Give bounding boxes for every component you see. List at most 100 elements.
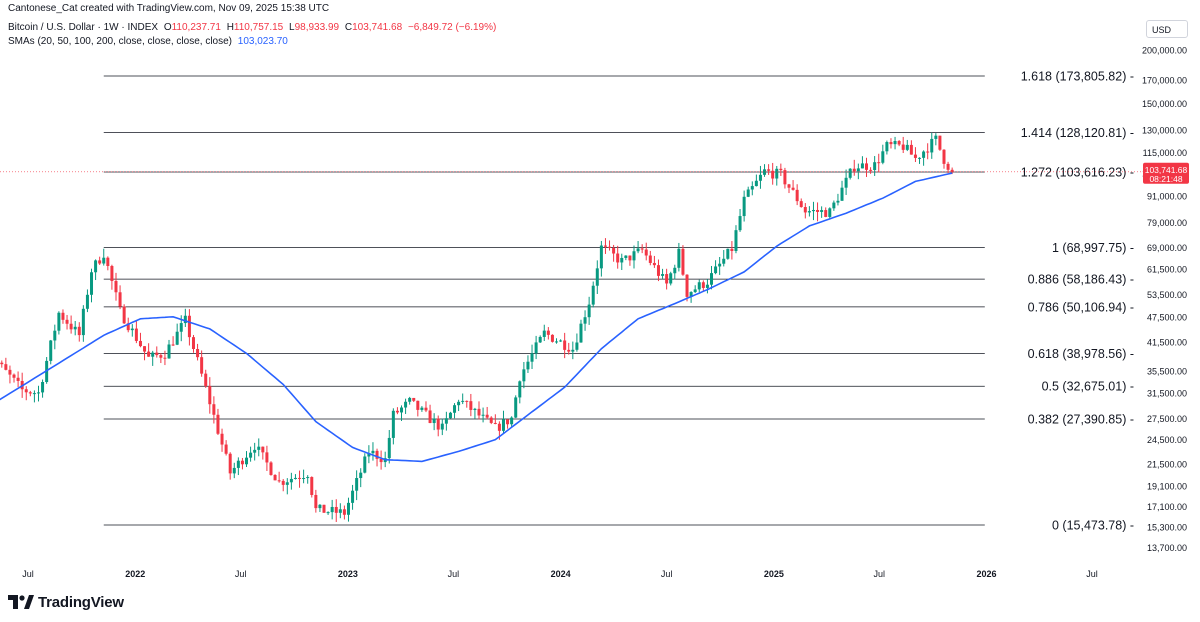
candle[interactable] (559, 339, 563, 342)
candle[interactable] (420, 406, 424, 412)
candle[interactable] (608, 240, 612, 251)
candle[interactable] (550, 334, 554, 343)
candle[interactable] (840, 180, 844, 201)
candle[interactable] (12, 373, 16, 383)
candle[interactable] (416, 400, 420, 417)
candle[interactable] (616, 245, 620, 269)
candle[interactable] (820, 206, 824, 218)
candle[interactable] (583, 310, 587, 331)
candle[interactable] (567, 342, 571, 355)
candle[interactable] (302, 469, 306, 484)
candle[interactable] (220, 428, 224, 452)
candle[interactable] (216, 408, 220, 436)
candle[interactable] (81, 305, 85, 342)
candle[interactable] (869, 167, 873, 174)
candle[interactable] (661, 268, 665, 279)
candle[interactable] (771, 162, 775, 185)
candle[interactable] (485, 406, 489, 420)
candle[interactable] (742, 190, 746, 222)
candle[interactable] (306, 475, 310, 484)
candle[interactable] (522, 361, 526, 389)
candle[interactable] (599, 240, 603, 277)
candle[interactable] (85, 289, 89, 313)
candle[interactable] (461, 393, 465, 405)
candle[interactable] (338, 503, 342, 519)
candle[interactable] (130, 324, 134, 337)
candle[interactable] (836, 193, 840, 206)
candle[interactable] (49, 339, 53, 365)
candle[interactable] (273, 474, 277, 481)
candle[interactable] (257, 438, 261, 457)
candle[interactable] (453, 403, 457, 419)
candle[interactable] (673, 264, 677, 280)
candle[interactable] (240, 457, 244, 470)
candle[interactable] (0, 360, 4, 368)
candle[interactable] (481, 407, 485, 423)
candle[interactable] (946, 161, 950, 174)
candle[interactable] (824, 207, 828, 218)
candle[interactable] (542, 324, 546, 342)
candle[interactable] (644, 242, 648, 261)
sma-legend[interactable]: SMAs (20, 50, 100, 200, close, close, cl… (8, 36, 288, 47)
candle[interactable] (436, 415, 440, 437)
candle[interactable] (632, 245, 636, 269)
candle[interactable] (318, 504, 322, 512)
candle[interactable] (440, 418, 444, 436)
candle[interactable] (930, 132, 934, 159)
candle[interactable] (628, 255, 632, 266)
candle[interactable] (355, 470, 359, 501)
candle[interactable] (334, 499, 338, 522)
candle[interactable] (187, 309, 191, 346)
candle[interactable] (763, 164, 767, 177)
candle[interactable] (779, 163, 783, 176)
symbol-legend[interactable]: Bitcoin / U.S. Dollar · 1W · INDEX O110,… (8, 22, 496, 33)
candle[interactable] (138, 332, 142, 348)
candle[interactable] (701, 280, 705, 293)
candle[interactable] (693, 285, 697, 293)
candle[interactable] (489, 416, 493, 425)
candle[interactable] (669, 271, 673, 286)
candle[interactable] (208, 377, 212, 414)
candle[interactable] (375, 448, 379, 467)
candle[interactable] (118, 285, 122, 310)
candle[interactable] (379, 450, 383, 470)
candle[interactable] (775, 165, 779, 186)
candle[interactable] (69, 315, 73, 334)
candle[interactable] (73, 321, 77, 336)
candle[interactable] (387, 430, 391, 464)
brand[interactable]: TradingView (8, 591, 124, 613)
candle[interactable] (677, 242, 681, 272)
candle[interactable] (575, 333, 579, 352)
candle[interactable] (832, 200, 836, 211)
candle[interactable] (750, 181, 754, 196)
candle[interactable] (249, 446, 253, 462)
candle[interactable] (518, 380, 522, 404)
candle[interactable] (444, 411, 448, 431)
candle[interactable] (922, 150, 926, 166)
candle[interactable] (432, 413, 436, 431)
candle[interactable] (212, 396, 216, 424)
candle[interactable] (351, 484, 355, 510)
candle[interactable] (36, 385, 40, 402)
candle[interactable] (534, 335, 538, 360)
candle[interactable] (734, 225, 738, 254)
candle[interactable] (656, 259, 660, 282)
candle[interactable] (526, 355, 530, 373)
candle[interactable] (65, 314, 69, 330)
candle[interactable] (905, 139, 909, 152)
candle[interactable] (359, 468, 363, 488)
candle[interactable] (893, 136, 897, 150)
candle[interactable] (175, 323, 179, 346)
candle[interactable] (685, 274, 689, 302)
candle[interactable] (918, 157, 922, 164)
candle[interactable] (57, 311, 61, 335)
candle[interactable] (710, 265, 714, 290)
candle[interactable] (269, 461, 273, 476)
candle[interactable] (571, 341, 575, 360)
candle[interactable] (200, 350, 204, 377)
candle[interactable] (143, 346, 147, 361)
candle[interactable] (94, 259, 98, 281)
candle[interactable] (877, 153, 881, 173)
candle[interactable] (102, 248, 106, 266)
candle[interactable] (90, 268, 94, 303)
